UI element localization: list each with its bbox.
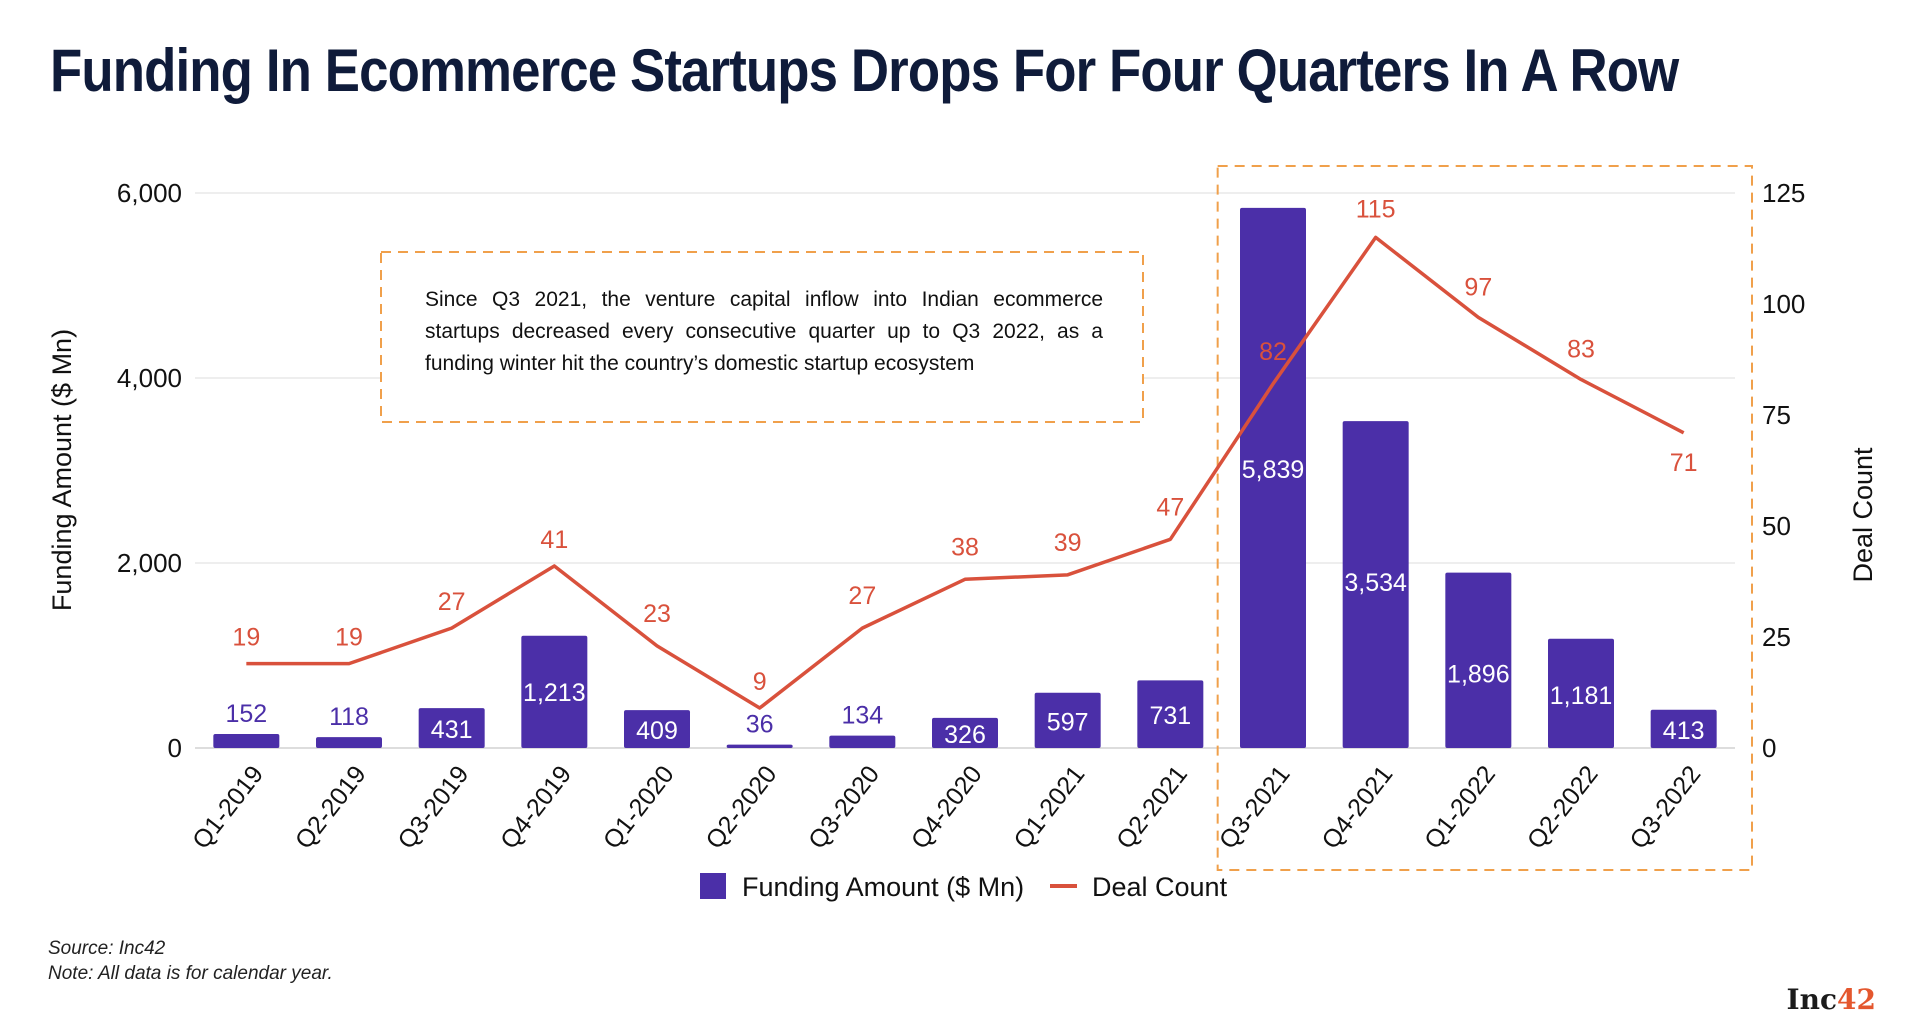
bar-value-label: 597 [1047, 708, 1089, 736]
line-series [246, 235, 1685, 710]
line-value-label: 83 [1567, 335, 1595, 363]
highlight-region [1216, 165, 1753, 871]
x-tick-label: Q2-2020 [700, 760, 782, 854]
bar-value-label: 409 [636, 717, 678, 745]
line-value-label: 47 [1156, 493, 1184, 521]
line-value-label: 97 [1464, 273, 1492, 301]
bar-value-label: 326 [944, 721, 986, 749]
y-tick-label: 0 [168, 733, 182, 763]
x-tick-label: Q2-2021 [1111, 760, 1193, 854]
y-tick-label: 2,000 [117, 548, 182, 578]
source-note: Source: Inc42 [48, 938, 166, 959]
inc42-logo: Inc42 [1787, 983, 1876, 1016]
bar-value-label: 413 [1663, 717, 1705, 745]
bar [1137, 680, 1204, 748]
bar [1240, 207, 1306, 748]
x-tick-label: Q4-2019 [495, 760, 577, 854]
bar [1342, 421, 1409, 748]
x-tick-label: Q2-2022 [1522, 760, 1604, 854]
logo-text: Inc [1786, 983, 1838, 1016]
annotation-border [380, 251, 1144, 423]
bar [1650, 709, 1717, 748]
data-labels: 152 118 431 1,213 409 36 134 326 597 731 5,839 3,53… [225, 195, 1704, 749]
bar-value-label: 152 [225, 700, 267, 728]
bar-value-label: 5,839 [1242, 456, 1305, 484]
data-note: Note: All data is for calendar year. [48, 963, 333, 984]
bar-value-label: 431 [431, 716, 473, 744]
bar [213, 733, 280, 748]
x-tick-label: Q3-2020 [803, 760, 885, 854]
bar [1445, 572, 1512, 748]
bar [829, 735, 896, 748]
annotation-text: Since Q3 2021, the venture capital inflo… [425, 288, 1103, 375]
line-value-label: 38 [951, 533, 979, 561]
x-tick-label: Q3-2021 [1214, 760, 1296, 854]
line-value-label: 23 [643, 600, 671, 628]
annotation-box: Since Q3 2021, the venture capital inflo… [380, 251, 1144, 423]
y-tick-label: 6,000 [117, 178, 182, 208]
line-value-label: 27 [848, 582, 876, 610]
bar-value-label: 1,896 [1447, 661, 1510, 689]
y2-tick-label: 75 [1762, 400, 1791, 430]
y2-tick-label: 50 [1762, 511, 1791, 541]
bar-value-label: 134 [841, 702, 883, 730]
line-value-label: 19 [232, 624, 260, 652]
legend-bar-swatch [700, 873, 726, 899]
bar-value-label: 36 [746, 711, 774, 739]
x-tick-label: Q1-2020 [598, 760, 680, 854]
line-value-label: 19 [335, 624, 363, 652]
x-tick-label: Q3-2019 [392, 760, 474, 854]
bar-value-label: 118 [329, 703, 369, 731]
y-axis-title: Funding Amount ($ Mn) [47, 329, 77, 611]
legend-line-label: Deal Count [1092, 872, 1228, 902]
x-tick-label: Q4-2020 [906, 760, 988, 854]
bar [418, 708, 485, 748]
bar [726, 744, 793, 748]
y2-tick-label: 100 [1762, 289, 1805, 319]
x-tick-label: Q3-2022 [1624, 760, 1706, 854]
line-value-label: 27 [438, 588, 466, 616]
legend: Funding Amount ($ Mn) Deal Count [700, 872, 1228, 902]
x-tick-label: Q1-2022 [1419, 760, 1501, 854]
bar-value-label: 1,181 [1550, 682, 1613, 710]
annotation-container: Since Q3 2021, the venture capital inflo… [425, 288, 1103, 375]
bar [624, 710, 690, 748]
line-value-label: 9 [753, 668, 767, 696]
bar-value-label: 731 [1149, 702, 1191, 730]
bar [1034, 692, 1101, 748]
y-tick-label: 4,000 [117, 363, 182, 393]
x-tick-label: Q1-2021 [1008, 760, 1090, 854]
x-tick-label: Q4-2021 [1316, 760, 1398, 854]
bar [521, 635, 588, 748]
line-value-label: 41 [540, 526, 568, 554]
bar-value-label: 3,534 [1344, 569, 1407, 597]
line-value-label: 82 [1259, 338, 1287, 366]
bar-value-label: 1,213 [523, 679, 586, 707]
bar-series [213, 207, 1717, 748]
bar [316, 737, 382, 748]
y2-tick-label: 25 [1762, 622, 1791, 652]
x-tick-label: Q1-2019 [187, 760, 269, 854]
legend-bar-label: Funding Amount ($ Mn) [742, 872, 1024, 902]
y2-tick-label: 125 [1762, 178, 1805, 208]
bar [1548, 638, 1614, 748]
bar [932, 717, 998, 748]
deal-count-line [246, 235, 1685, 710]
y2-tick-label: 0 [1762, 733, 1776, 763]
x-tick-label: Q2-2019 [290, 760, 372, 854]
line-value-label: 115 [1356, 195, 1396, 223]
line-value-label: 39 [1054, 529, 1082, 557]
logo-number: 42 [1837, 983, 1876, 1016]
highlight-box [1216, 165, 1753, 871]
line-value-label: 71 [1670, 449, 1698, 477]
chart-title: Funding In Ecommerce Startups Drops For … [50, 37, 1679, 104]
y2-axis-title: Deal Count [1848, 447, 1878, 583]
